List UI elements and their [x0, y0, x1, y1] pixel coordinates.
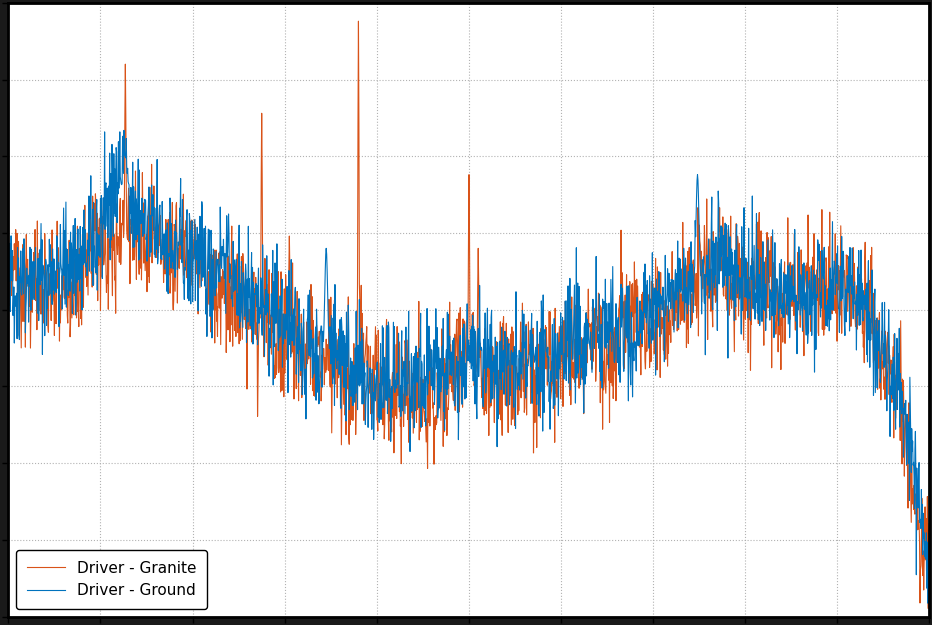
Driver - Ground — [427, 357, 438, 364]
Driver - Ground — [728, 261, 739, 269]
Driver - Ground — [118, 127, 130, 134]
Driver - Granite — [898, 418, 909, 425]
Line: Driver - Ground: Driver - Ground — [8, 131, 929, 603]
Driver - Granite — [897, 376, 908, 383]
Driver - Ground — [451, 352, 462, 360]
Driver - Granite — [3, 304, 14, 311]
Driver - Ground — [923, 599, 932, 607]
Driver - Granite — [427, 364, 438, 371]
Driver - Granite — [353, 18, 364, 25]
Driver - Ground — [49, 284, 61, 292]
Legend: Driver - Granite, Driver - Ground: Driver - Granite, Driver - Ground — [16, 550, 207, 609]
Driver - Granite — [49, 319, 61, 327]
Line: Driver - Granite: Driver - Granite — [8, 21, 929, 609]
Driver - Ground — [924, 594, 932, 601]
Driver - Ground — [3, 269, 14, 277]
Driver - Granite — [451, 318, 462, 325]
Driver - Ground — [898, 408, 909, 416]
Driver - Granite — [924, 520, 932, 528]
Driver - Granite — [923, 605, 932, 612]
Driver - Ground — [897, 392, 908, 400]
Driver - Granite — [728, 314, 739, 322]
